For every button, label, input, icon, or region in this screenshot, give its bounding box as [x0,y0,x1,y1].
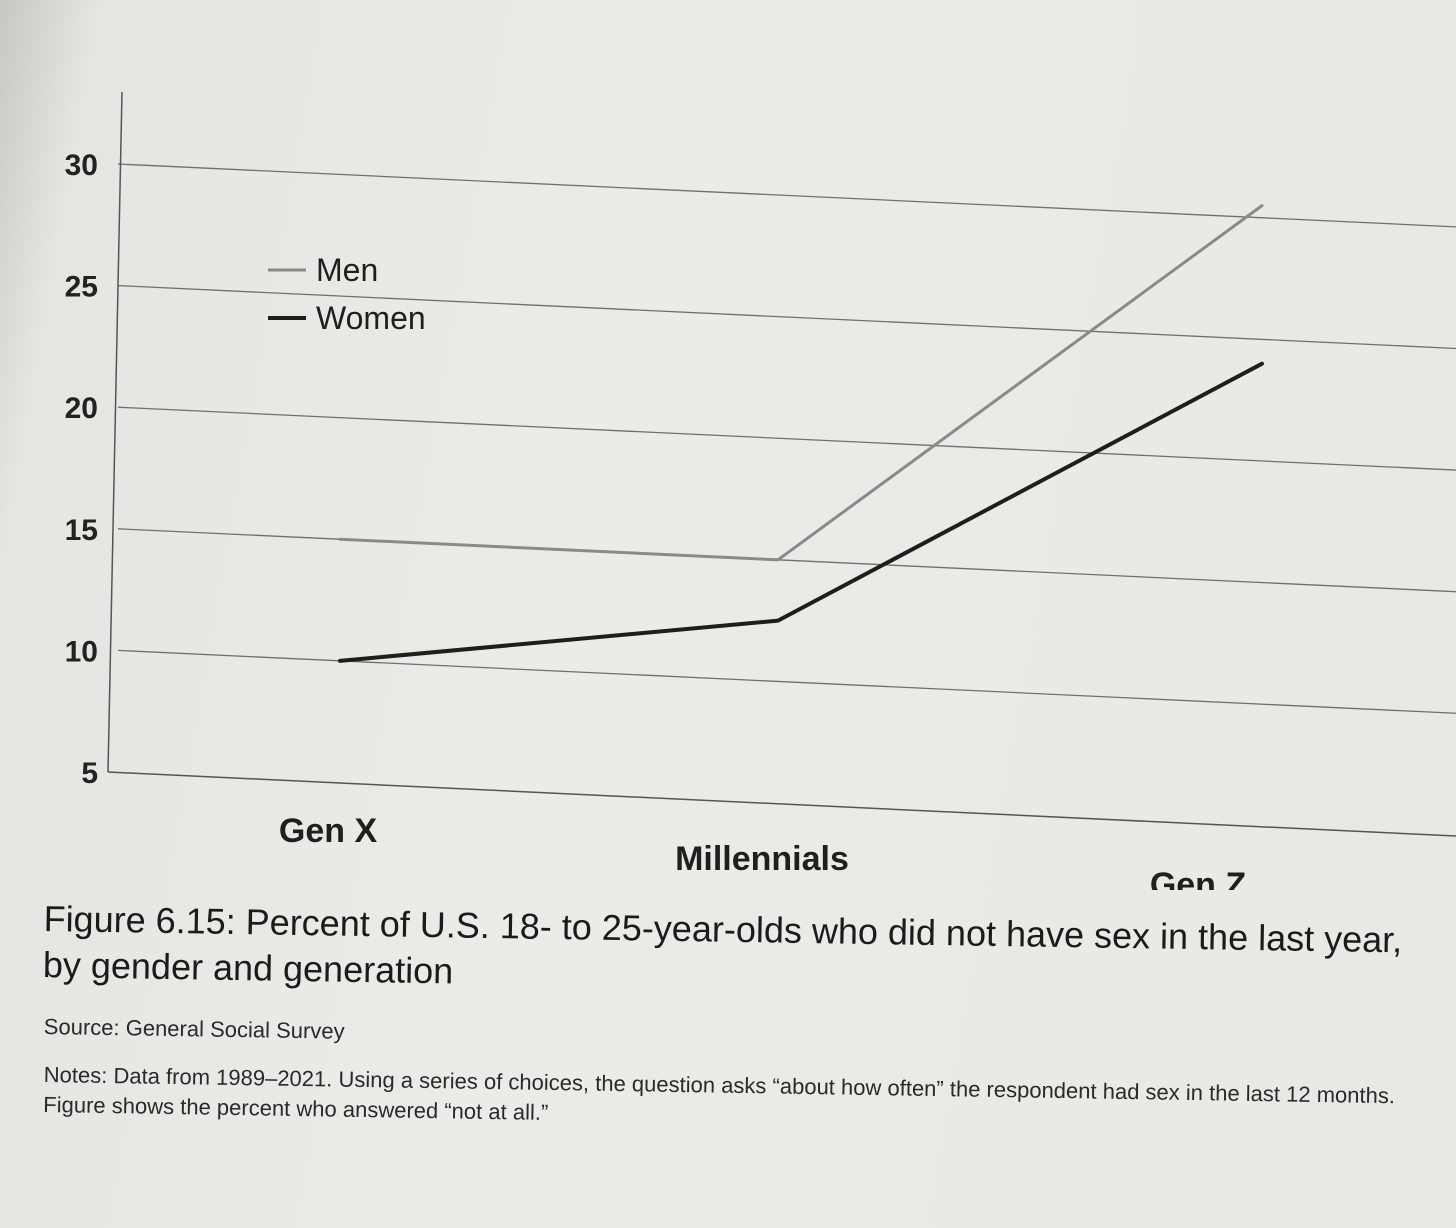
series-lines [338,204,1264,663]
legend-label: Women [316,300,426,336]
gridline-20 [117,406,1456,471]
y-tick-label: 5 [81,757,98,790]
gridlines [117,163,1456,714]
gridline-25 [117,284,1456,350]
x-category-label: Gen Z [1150,866,1246,890]
y-tick-label: 20 [65,392,98,425]
series-line-men [338,204,1264,562]
line-chart: 5 10 15 20 25 30 Gen X Millennials Gen Z Men Wom… [65,91,1456,890]
series-line-women [338,361,1264,663]
gridline-15 [117,528,1456,593]
figure-caption-title: Figure 6.15: Percent of U.S. 18- to 25-y… [42,897,1403,992]
gridline-30 [117,163,1456,228]
figure-notes: Notes: Data from 1989–2021. Using a seri… [43,1061,1396,1125]
x-axis-line [107,771,1456,837]
x-category-label: Gen X [279,812,378,850]
gridline-10 [117,649,1456,714]
y-tick-label: 10 [65,635,98,668]
y-tick-label: 30 [65,149,98,182]
figure-source: Source: General Social Survey [43,1014,345,1044]
y-tick-label: 25 [65,271,98,304]
x-category-label: Millennials [675,840,849,878]
legend: Men Women [268,252,426,336]
legend-label: Men [316,252,378,288]
x-category-labels: Gen X Millennials Gen Z [279,812,1246,890]
y-tick-label: 15 [65,514,98,547]
y-tick-labels: 5 10 15 20 25 30 [65,149,98,790]
y-axis-line [107,91,123,773]
